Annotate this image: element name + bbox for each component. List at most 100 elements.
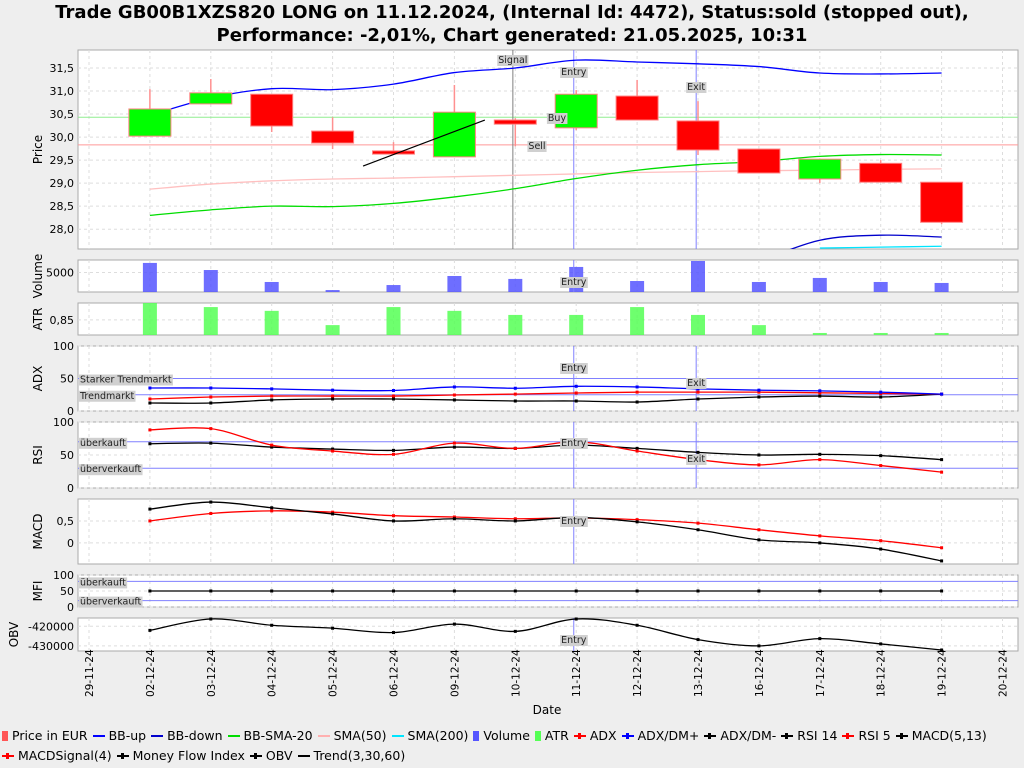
label-background [560,635,588,646]
atr-bar [934,332,949,335]
legend-swatch-icon [391,735,404,737]
macd-point [513,519,517,523]
candle-body [859,162,903,183]
legend-swatch-icon [704,733,717,739]
legend-label: Price in EUR [12,728,88,743]
sma200-line [819,245,942,249]
legend-item: MACDSignal(4) [2,746,112,766]
legend-label: Trend(3,30,60) [313,748,406,763]
atr-bar [447,310,462,335]
annotation-label: Signal [498,55,527,66]
legend-item: ADX/DM+ [621,726,699,746]
label-background [686,378,707,389]
price-tick-label: 28,0 [50,223,75,236]
rsi5-point [513,446,517,450]
adx-point [696,390,700,394]
macd-point [209,500,213,504]
legend-label: BB-up [108,728,147,743]
macd-point [392,519,395,523]
x-tick-label: 18-12-24 [876,649,888,697]
volume-tick-label: 5000 [46,267,74,280]
annotation-label: Exit [687,454,705,465]
rsi14-point [392,448,395,452]
adx-dm-plus-point [818,389,822,393]
volume-bar [751,281,766,292]
macd-point [635,520,639,524]
adx-dm-minus-point [513,399,517,403]
volume-bar [203,270,218,292]
x-tick-label: 02-12-24 [145,649,157,697]
atr-bar [630,307,645,335]
price-tick-label: 30,5 [50,108,75,121]
macd-signal-point [452,515,456,519]
x-tick-label: 20-12-24 [998,649,1010,697]
label-background [686,454,707,465]
volume-bar [264,281,279,292]
adx-dm-minus-point [696,397,700,401]
legend-swatch-icon [151,735,164,737]
obv-point [696,638,700,642]
adx-dm-plus-point [574,384,578,388]
label-background [686,82,707,93]
adx-dm-minus-point [635,400,639,404]
adx-point [635,390,639,394]
annotation-label: Entry [561,277,587,288]
adx-point [331,394,335,398]
legend-swatch-icon [621,733,634,739]
mfi-point [270,589,274,593]
adx-point [574,391,578,395]
rsi5-point [209,427,213,431]
macd-point [757,538,761,542]
rsi-tick-label: 50 [60,449,74,462]
candle-body [798,158,842,180]
atr-bar [386,307,401,335]
volume-axis-label: Volume [31,254,45,299]
adx-dm-minus-point [270,398,274,402]
macd-tick-label: 0 [67,537,74,550]
trend-line [362,119,486,167]
adx-dm-plus-line [149,385,942,395]
macd-signal-point [270,509,274,513]
legend-label: SMA(200) [407,728,469,743]
bb-down-line [789,234,942,249]
annotation-label: Entry [561,363,587,374]
volume-bar [447,276,462,292]
legend-item: Trend(3,30,60) [297,746,406,766]
legend-item: BB-up [92,726,147,746]
adx-dm-minus-point [757,395,761,399]
adx-level-label: Trendmarkt [79,391,134,402]
adx-dm-minus-point [331,397,335,401]
candle-body [189,92,233,105]
x-tick-label: 03-12-24 [206,649,218,697]
obv-point [757,644,761,648]
mfi-tick-label: 0 [67,601,74,614]
atr-bar [264,310,279,335]
rsi14-point [452,445,456,449]
obv-point [148,628,152,632]
legend-item: Money Flow Index [116,746,245,766]
label-background [560,277,588,288]
label-background [79,374,173,386]
obv-point [513,629,517,633]
label-background [546,113,568,124]
adx-dm-plus-point [331,388,335,392]
label-background [79,596,143,608]
rsi5-point [757,463,761,467]
legend-swatch-icon [781,733,794,739]
legend-item: SMA(200) [391,726,469,746]
mfi-point [209,589,213,593]
adx-dm-minus-point [818,394,822,398]
adx-point [452,393,456,397]
rsi5-point [940,470,944,474]
adx-dm-minus-line [149,393,942,404]
volume-bar [630,281,645,292]
legend-label: Money Flow Index [132,748,245,763]
legend-label: Volume [483,728,530,743]
label-background [78,390,136,402]
mfi-point [452,589,456,593]
rsi-level-label: überkauft [80,438,126,449]
obv-point [331,626,335,630]
rsi5-point [392,452,395,456]
legend-item: ATR [534,726,569,746]
